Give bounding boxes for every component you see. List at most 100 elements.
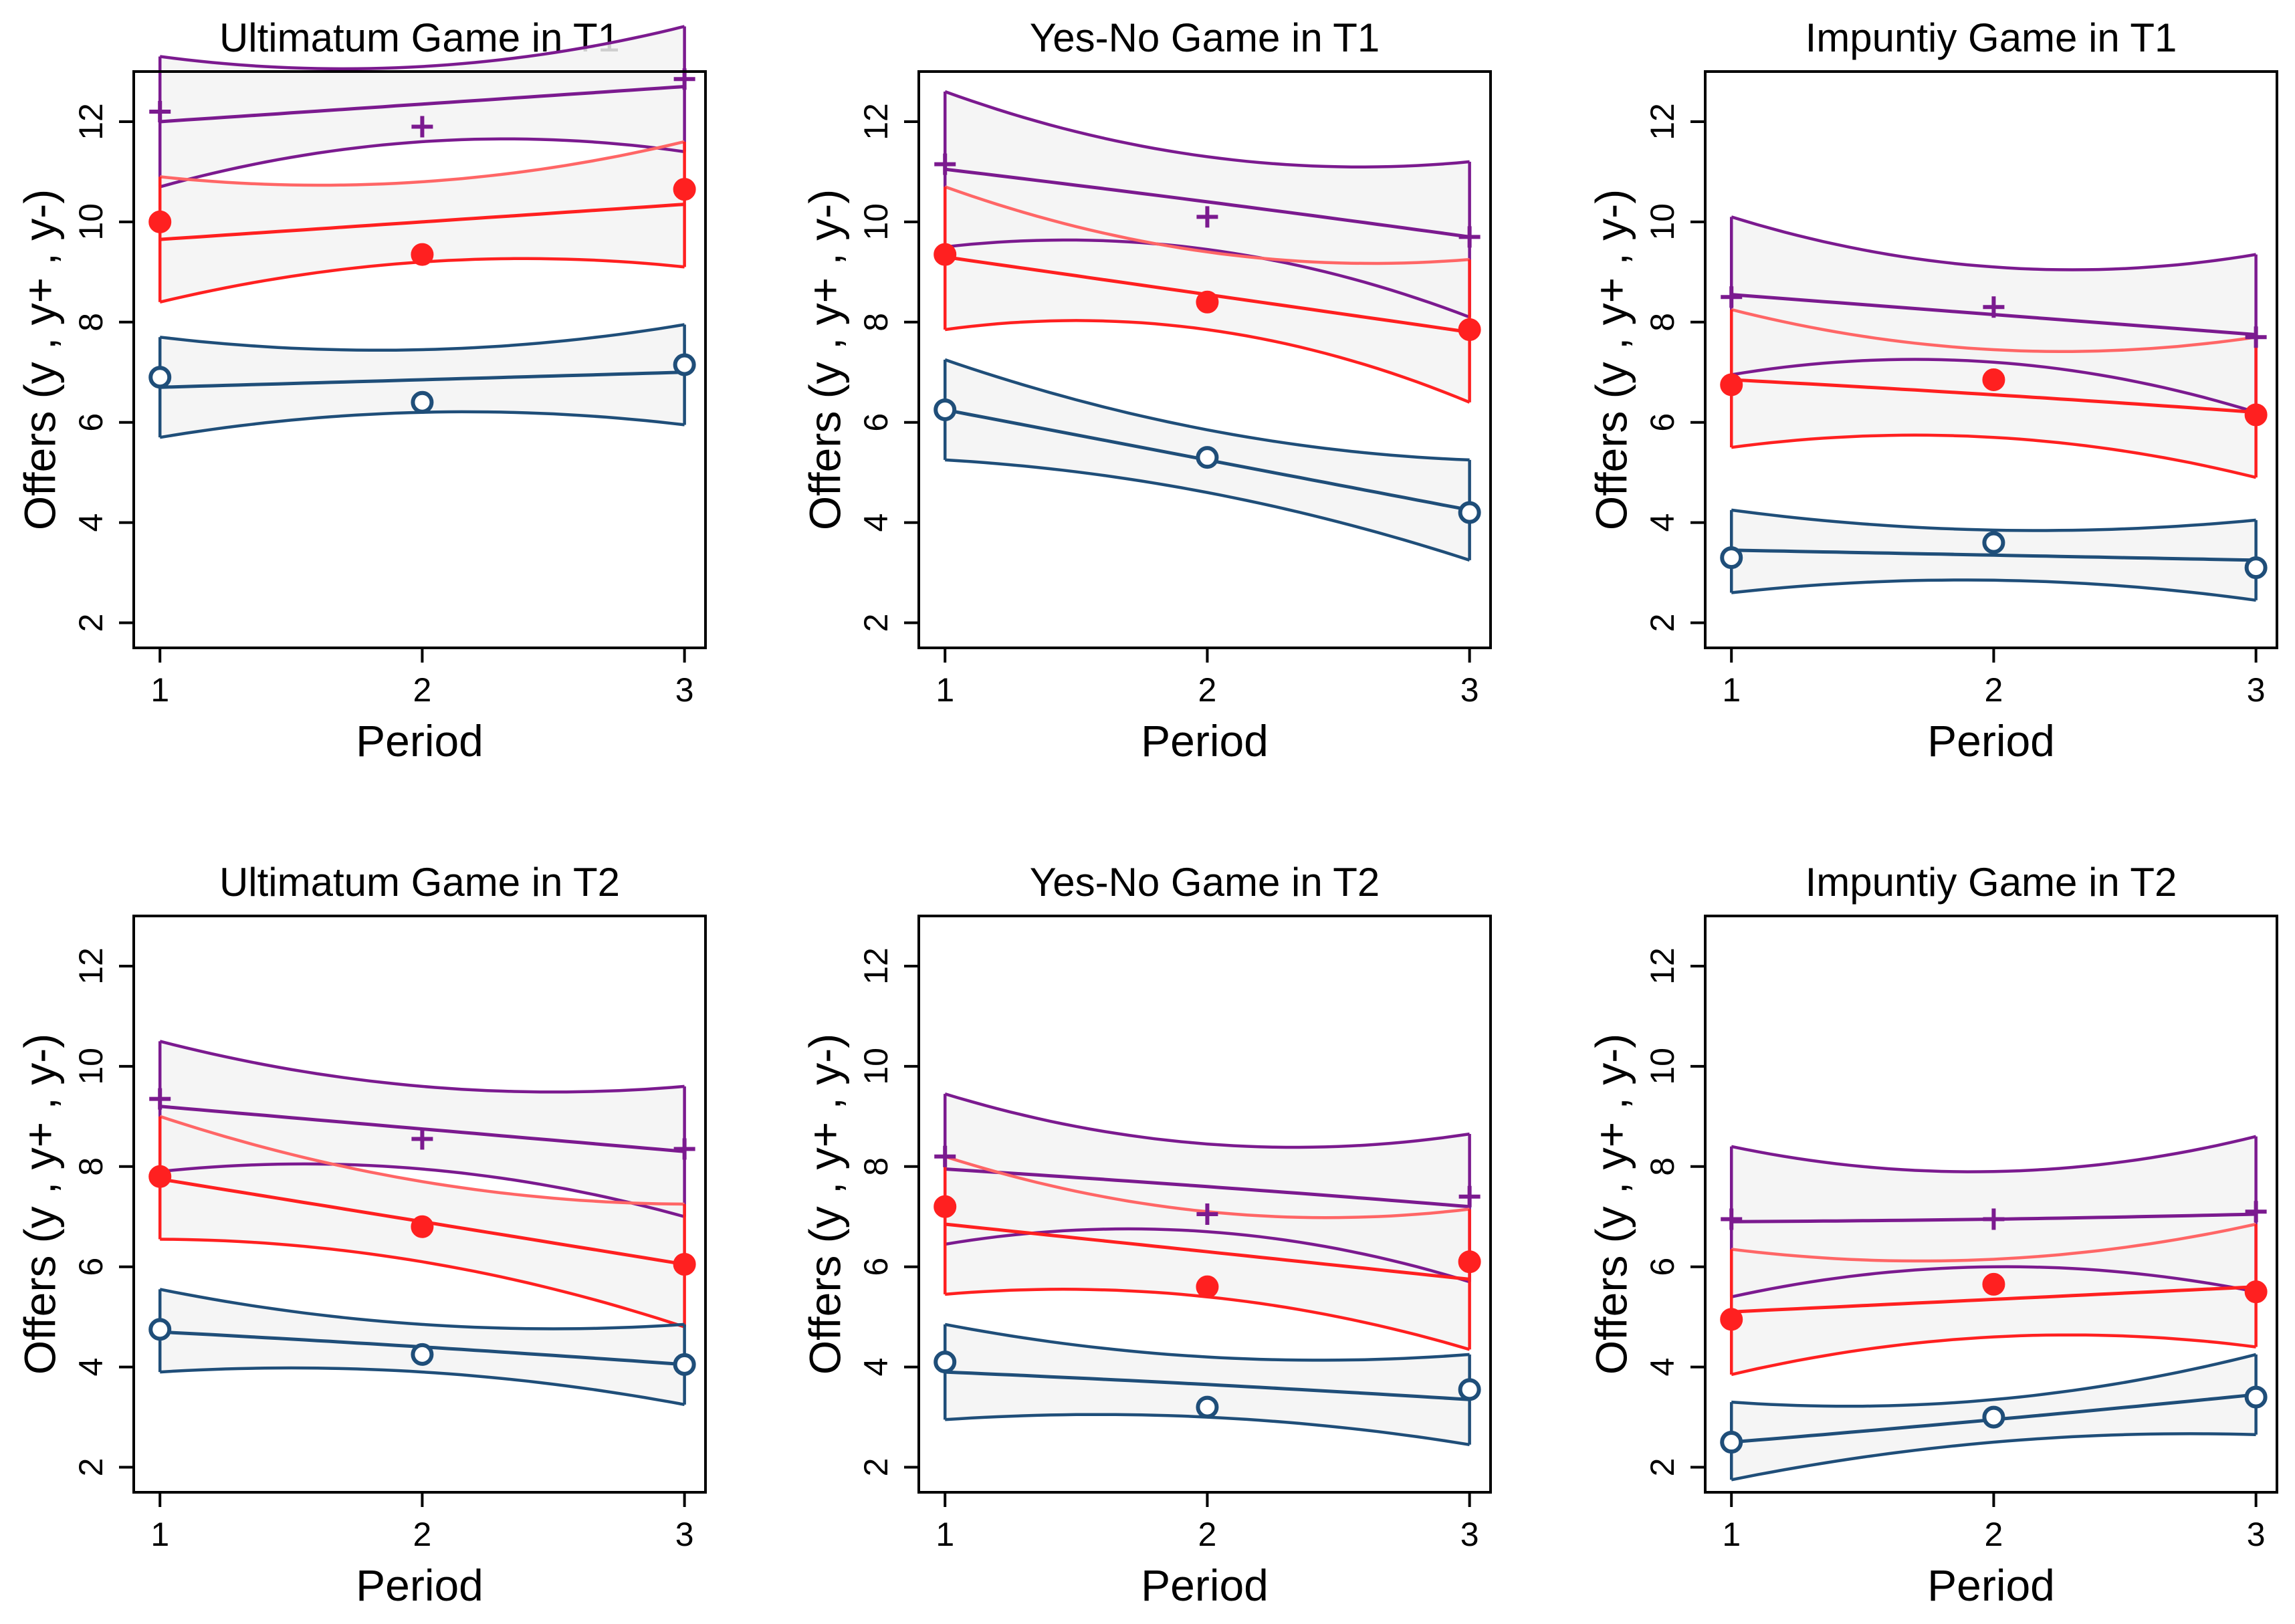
y-axis: 2 4 6 8 10 12 Offers (y , y+ , y-) (15, 947, 134, 1476)
data-point-y- (1196, 446, 1219, 469)
y-axis: 2 4 6 8 10 12 Offers (y , y+ , y-) (1586, 103, 1705, 632)
data-point-y- (934, 398, 957, 421)
x-tick-label: 1 (1722, 1516, 1741, 1553)
data-point-y (148, 210, 172, 233)
fit-line-y- (160, 370, 685, 389)
y-tick-label: 10 (857, 203, 895, 241)
y-tick-label: 8 (857, 1157, 895, 1176)
data-point-y (1720, 1308, 1743, 1331)
y-tick-label: 2 (72, 614, 110, 632)
ci-lower-edge-y+ (159, 137, 685, 189)
y-tick-label: 4 (1644, 1358, 1681, 1377)
panel-title: Yes-No Game in T1 (1030, 15, 1380, 60)
plot-frame (132, 70, 707, 649)
y-tick-label: 12 (72, 103, 110, 140)
fit-line-y- (945, 1370, 1470, 1401)
y-tick-label: 12 (1644, 947, 1681, 985)
x-tick-label: 1 (1722, 671, 1741, 709)
ci-upper-edge-y+ (159, 25, 685, 71)
data-point-y+ (1458, 226, 1481, 248)
ci-upper-edge-y+ (1731, 1135, 2257, 1173)
panel-title: Yes-No Game in T2 (1030, 860, 1380, 905)
x-tick-label: 3 (675, 1516, 694, 1553)
ci-upper-edge-y (1731, 1222, 2257, 1263)
x-axis: 1 2 3 Period (150, 1492, 694, 1610)
y-tick-label: 8 (1644, 313, 1681, 332)
data-point-y- (148, 366, 172, 389)
data-point-y (934, 1195, 957, 1218)
x-axis: 1 2 3 Period (150, 648, 694, 766)
x-tick-label: 1 (150, 1516, 169, 1553)
fit-line-y (160, 203, 685, 241)
x-tick-label: 2 (413, 671, 432, 709)
data-point-y+ (673, 1138, 695, 1160)
x-axis: 1 2 3 Period (936, 648, 1479, 766)
x-tick-label: 3 (675, 671, 694, 709)
ci-lower-edge-y (1731, 1333, 2256, 1377)
data-point-y- (148, 1318, 172, 1341)
fit-line-y+ (160, 85, 685, 124)
y-tick-label: 12 (1644, 103, 1681, 140)
x-axis-title: Period (1927, 716, 2055, 766)
data-point-y+ (1196, 206, 1218, 228)
data-point-y+ (149, 1088, 171, 1110)
data-point-y- (673, 353, 696, 376)
fit-line-y (944, 1222, 1470, 1281)
ci-band-fill-y+ (160, 26, 685, 187)
ci-lower-edge-y (944, 319, 1470, 404)
data-point-y (673, 1252, 696, 1276)
y-tick-label: 6 (72, 1258, 110, 1276)
y-tick-label: 2 (857, 1458, 895, 1477)
ci-upper-edge-y+ (159, 1040, 685, 1094)
ci-band-fill-y+ (945, 92, 1470, 318)
ci-upper-edge-y- (944, 1322, 1470, 1362)
ci-upper-edge-y- (1731, 1353, 2257, 1408)
x-axis: 1 2 3 Period (936, 1492, 1479, 1610)
x-tick-label: 1 (150, 671, 169, 709)
y-tick-label: 10 (1644, 203, 1681, 241)
y-tick-label: 2 (1644, 614, 1681, 632)
y-axis: 2 4 6 8 10 12 Offers (y , y+ , y-) (1586, 947, 1705, 1476)
x-tick-label: 2 (1198, 671, 1217, 709)
panel-title: Impuntiy Game in T1 (1806, 15, 2177, 60)
ci-lower-edge-y+ (944, 238, 1470, 319)
series-lines (943, 90, 1471, 562)
plot-frame (1704, 70, 2278, 649)
confidence-bands (945, 92, 1470, 560)
ci-lower-edge-y+ (159, 1162, 685, 1218)
y-tick-label: 8 (1644, 1157, 1681, 1176)
data-markers (934, 153, 1481, 524)
x-tick-label: 2 (1198, 1516, 1217, 1553)
data-point-y- (2244, 556, 2268, 580)
data-point-y+ (2245, 326, 2267, 348)
y-tick-label: 12 (857, 947, 895, 985)
y-tick-label: 6 (857, 413, 895, 432)
fit-line-y (1731, 1285, 2256, 1314)
chart-panel-3: Impuntiy Game in T11 2 3Period24681012Offe… (1586, 15, 2278, 766)
data-point-y+ (1983, 296, 2005, 318)
x-tick-label: 3 (2247, 1516, 2266, 1553)
data-markers (148, 1088, 696, 1376)
x-axis-title: Period (1927, 1560, 2055, 1610)
data-point-y- (1196, 1395, 1219, 1419)
ci-upper-edge-y- (1731, 508, 2256, 532)
data-point-y+ (2245, 1201, 2267, 1223)
y-tick-label: 12 (72, 947, 110, 985)
ci-lower-edge-y (160, 1238, 685, 1328)
data-point-y+ (1458, 1185, 1481, 1207)
y-tick-label: 4 (72, 1358, 110, 1377)
data-point-y (1982, 368, 2005, 391)
y-axis-title: Offers (y , y+ , y-) (15, 189, 64, 530)
chart-panel-5: Yes-No Game in T21 2 3Period24681012Offers… (800, 860, 1492, 1610)
x-axis-title: Period (1141, 1560, 1269, 1610)
fit-line-y+ (944, 167, 1470, 239)
x-tick-label: 1 (936, 1516, 954, 1553)
data-point-y- (1982, 531, 2005, 554)
ci-upper-edge-y (1731, 308, 2256, 353)
ci-lower-edge-y+ (1731, 358, 2257, 414)
y-tick-label: 2 (1644, 1458, 1681, 1477)
data-markers (1720, 286, 2268, 580)
y-axis: 2 4 6 8 10 12 Offers (y , y+ , y-) (800, 103, 919, 632)
data-point-y- (673, 1353, 696, 1376)
